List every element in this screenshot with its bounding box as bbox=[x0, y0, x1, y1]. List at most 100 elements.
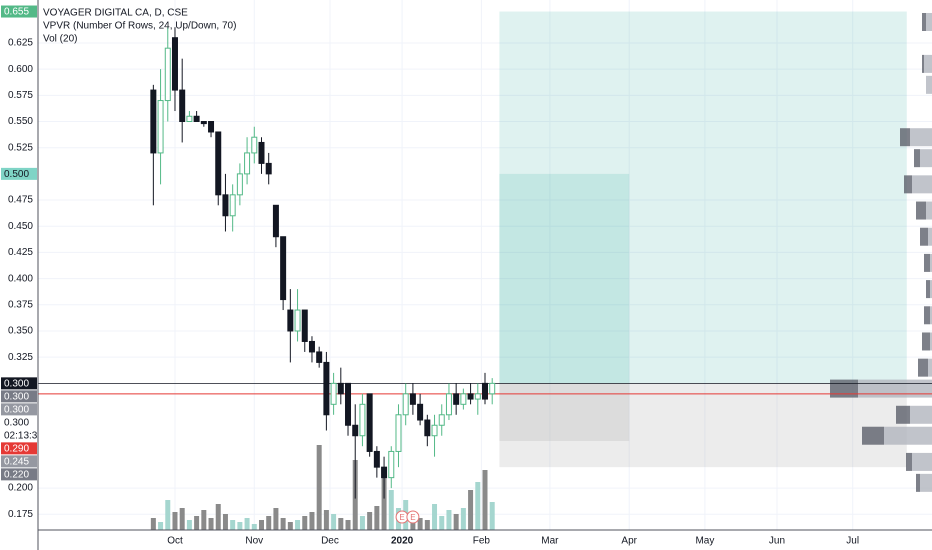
candle-body bbox=[193, 115, 200, 123]
candle-body bbox=[244, 152, 251, 175]
volume-bar bbox=[345, 520, 351, 530]
x-tick-label: Apr bbox=[621, 536, 637, 547]
profile-down bbox=[896, 405, 910, 424]
x-tick-label: Oct bbox=[167, 536, 183, 547]
volume-bar bbox=[367, 512, 373, 530]
candle-body bbox=[186, 115, 193, 123]
target-inner-zone bbox=[499, 173, 630, 384]
volume-bar bbox=[186, 520, 192, 530]
profile-down bbox=[922, 12, 926, 31]
volume-bar bbox=[237, 522, 243, 530]
volume-bar bbox=[215, 504, 221, 530]
volume-bar bbox=[208, 518, 214, 530]
profile-down bbox=[916, 473, 920, 492]
volume-bar bbox=[244, 518, 250, 530]
profile-down bbox=[922, 332, 930, 351]
volume-bar bbox=[309, 512, 315, 530]
y-tick-label: 0.425 bbox=[8, 247, 33, 258]
volume-bar bbox=[323, 510, 329, 530]
candle-body bbox=[474, 393, 481, 400]
price-label: 0.220 bbox=[4, 470, 29, 481]
profile-up bbox=[910, 405, 932, 424]
volume-bar bbox=[302, 516, 308, 530]
profile-up bbox=[858, 379, 932, 398]
candle-body bbox=[308, 340, 315, 353]
profile-down bbox=[914, 149, 920, 168]
candle-body bbox=[424, 419, 431, 437]
candle-body bbox=[438, 414, 445, 426]
earnings-label: E bbox=[410, 513, 415, 522]
price-label: 0.300 bbox=[4, 418, 29, 429]
y-tick-label: 0.400 bbox=[8, 273, 33, 284]
price-label: 0.300 bbox=[4, 392, 29, 403]
volume-bar bbox=[165, 500, 171, 530]
candle-body bbox=[445, 393, 452, 416]
volume-bar bbox=[230, 520, 236, 530]
profile-down bbox=[926, 280, 930, 299]
volume-bar bbox=[388, 490, 394, 530]
profile-down bbox=[906, 452, 912, 471]
price-label: 0.655 bbox=[4, 7, 29, 18]
candle-body bbox=[301, 309, 308, 342]
profile-up bbox=[912, 452, 932, 471]
candle-body bbox=[330, 382, 337, 405]
y-tick-label: 0.625 bbox=[8, 38, 33, 49]
candle-body bbox=[352, 424, 359, 437]
volume-bar bbox=[432, 504, 438, 530]
volume-bar bbox=[482, 470, 488, 530]
volume-bar bbox=[266, 516, 272, 530]
candle-body bbox=[373, 450, 380, 468]
candle-body bbox=[453, 393, 460, 405]
price-label: 0.300 bbox=[4, 379, 29, 390]
price-label: 0.290 bbox=[4, 444, 29, 455]
indicator-label: VPVR (Number Of Rows, 24, Up/Down, 70) bbox=[43, 21, 236, 32]
candle-body bbox=[294, 309, 301, 332]
volume-bar bbox=[439, 516, 445, 530]
price-label-box bbox=[1, 442, 37, 455]
price-label-box bbox=[1, 429, 37, 442]
y-tick-label: 0.450 bbox=[8, 221, 33, 232]
volume-bar bbox=[460, 508, 466, 530]
candle-body bbox=[460, 393, 467, 405]
candle-body bbox=[359, 403, 366, 437]
volume-bar bbox=[273, 508, 279, 530]
candle-body bbox=[482, 382, 488, 400]
y-tick-label: 0.525 bbox=[8, 142, 33, 153]
candle-body bbox=[287, 309, 294, 332]
profile-up bbox=[928, 358, 932, 377]
target-zone bbox=[499, 11, 907, 384]
x-tick-label: Nov bbox=[245, 536, 263, 547]
volume-bar bbox=[468, 490, 474, 530]
volume-bar bbox=[316, 445, 322, 530]
profile-down bbox=[900, 128, 910, 147]
volume-bar bbox=[475, 482, 481, 530]
volume-bar bbox=[417, 518, 423, 530]
candle-body bbox=[251, 136, 258, 154]
candle-body bbox=[258, 141, 265, 164]
profile-up bbox=[926, 75, 932, 94]
price-label: 0.245 bbox=[4, 457, 29, 468]
candle-body bbox=[337, 382, 344, 395]
candle-body bbox=[402, 393, 409, 416]
profile-up bbox=[884, 426, 932, 445]
profile-down bbox=[924, 306, 930, 325]
candle-body bbox=[381, 466, 388, 479]
price-label: 0.500 bbox=[4, 169, 29, 180]
volume-bar bbox=[222, 514, 228, 530]
profile-up bbox=[928, 227, 932, 246]
profile-up bbox=[930, 280, 932, 299]
y-tick-label: 0.575 bbox=[8, 90, 33, 101]
y-tick-label: 0.550 bbox=[8, 116, 33, 127]
profile-down bbox=[918, 358, 928, 377]
volume-bar bbox=[201, 510, 207, 530]
candle-body bbox=[323, 361, 330, 416]
profile-up bbox=[926, 201, 932, 220]
price-label-box bbox=[1, 167, 37, 180]
volume-bar bbox=[287, 522, 293, 530]
candle-body bbox=[280, 236, 287, 301]
profile-up bbox=[924, 54, 932, 73]
x-tick-label: 2020 bbox=[391, 536, 414, 547]
volume-bar bbox=[489, 502, 495, 530]
chart-title: VOYAGER DIGITAL CA, D, CSE bbox=[43, 8, 188, 19]
volume-bar bbox=[446, 510, 452, 530]
